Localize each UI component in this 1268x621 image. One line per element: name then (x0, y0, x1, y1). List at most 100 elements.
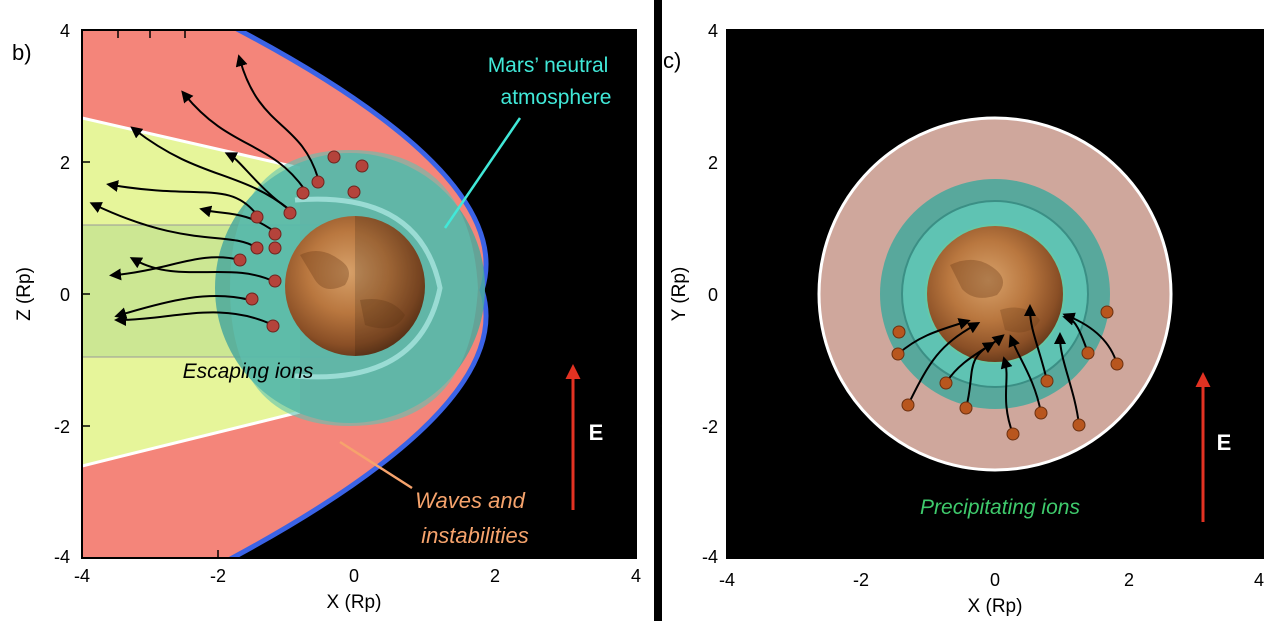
y-tick-label: -4 (54, 547, 70, 567)
tail-boundary-top (82, 116, 301, 170)
y-tick-label: 4 (60, 21, 70, 41)
ion-trajectory (1054, 332, 1080, 426)
ion (1110, 357, 1124, 371)
ion (250, 210, 264, 224)
atmosphere-inner-rim (294, 196, 443, 380)
ion-trajectory (945, 334, 1005, 384)
waves-label-line2: instabilities (421, 523, 529, 548)
x-tick-label: 2 (490, 566, 500, 586)
ion-trajectory (897, 318, 971, 355)
y-tick-label: -2 (54, 417, 70, 437)
escaping-ions-label: Escaping ions (183, 360, 314, 383)
ion-trajectory (130, 126, 291, 211)
y-tick-label: -2 (702, 417, 718, 437)
x-tick-label: 4 (1254, 570, 1264, 590)
x-tick-label: 4 (631, 566, 641, 586)
ion (1100, 305, 1114, 319)
tail-boundary-bottom (82, 410, 301, 468)
y-tick-label: 0 (60, 285, 70, 305)
y-axis-title: Z (Rp) (14, 267, 35, 321)
ion (327, 150, 341, 164)
mars-night-side (355, 216, 425, 356)
panel-b-label: b) (12, 40, 32, 65)
atmosphere-label-line2: atmosphere (501, 86, 612, 109)
y-tick-label: 0 (708, 285, 718, 305)
x-tick-label: -2 (853, 570, 869, 590)
ion (268, 274, 282, 288)
ion-trajectory (235, 54, 319, 179)
ion (268, 241, 282, 255)
ion-trajectory (907, 322, 981, 406)
y-axis-title: Y (Rp) (669, 267, 690, 322)
x-axis-title: X (Rp) (327, 592, 382, 613)
ion (245, 292, 259, 306)
panel-b: b) 4 2 0 -2 -4 -4 -2 0 2 4 X (Rp) Z (Rp)… (0, 0, 660, 621)
ion-trajectory (1062, 312, 1118, 365)
ion-trajectory (106, 180, 258, 216)
precipitating-ions-label: Precipitating ions (920, 496, 1080, 519)
x-axis-title: X (Rp) (968, 596, 1023, 617)
ion (347, 185, 361, 199)
panel-c-label: c) (663, 48, 681, 73)
escaping-ion-trajectories (89, 54, 319, 326)
panel-divider (654, 0, 662, 621)
ion-trajectory (129, 257, 276, 283)
x-tick-label: 0 (349, 566, 359, 586)
mars-surface-feature (950, 259, 1004, 298)
atmosphere-leader-line (443, 117, 522, 229)
ion (959, 401, 973, 415)
ion (939, 376, 953, 390)
waves-leader-line (339, 440, 413, 490)
ion (1072, 418, 1086, 432)
ion-trajectory (89, 202, 258, 249)
ion (1081, 346, 1095, 360)
x-tick-label: -4 (719, 570, 735, 590)
ion (250, 241, 264, 255)
ion (1034, 406, 1048, 420)
y-tick-label: 2 (60, 153, 70, 173)
electric-field-label-c: E (1217, 430, 1232, 455)
mars-surface-feature (360, 299, 405, 329)
ion (283, 206, 297, 220)
ion-trajectory (114, 295, 251, 320)
panel-c: c) 4 2 0 -2 -4 -4 -2 0 2 4 X (Rp) Y (Rp)… (662, 0, 1268, 621)
ion (891, 347, 905, 361)
ion (268, 227, 282, 241)
ion-trajectory (1024, 304, 1048, 382)
ion-trajectory (181, 90, 306, 191)
y-tick-label: 2 (708, 153, 718, 173)
y-tick-label: 4 (708, 21, 718, 41)
ion (892, 325, 906, 339)
x-tick-label: -2 (210, 566, 226, 586)
ion (901, 398, 915, 412)
ion (296, 186, 310, 200)
ion-trajectory (1000, 356, 1014, 435)
x-tick-label: -4 (74, 566, 90, 586)
ion (233, 253, 247, 267)
ion-trajectory (199, 205, 276, 233)
x-tick-label: 2 (1124, 570, 1134, 590)
ion-trajectory (224, 152, 291, 211)
ion (311, 175, 325, 189)
precipitating-ions (891, 305, 1124, 441)
escaping-ions (233, 150, 369, 333)
ion-trajectory (965, 341, 996, 409)
electric-field-label-b: E (589, 420, 604, 445)
x-tick-label: 0 (990, 570, 1000, 590)
y-tick-label: -4 (702, 547, 718, 567)
ion (1006, 427, 1020, 441)
waves-label-line1: Waves and (415, 488, 525, 513)
ion-trajectory (109, 256, 241, 281)
ion (355, 159, 369, 173)
ion (266, 319, 280, 333)
panel-b-ticks (81, 29, 637, 559)
mars-planet-b (285, 216, 425, 356)
panel-c-frame (726, 29, 1264, 559)
atmosphere-label-line1: Mars’ neutral (488, 54, 609, 77)
ion-trajectory (114, 311, 274, 326)
ion-trajectory (1008, 334, 1042, 414)
mars-surface-feature (300, 251, 349, 289)
ion (1040, 374, 1054, 388)
